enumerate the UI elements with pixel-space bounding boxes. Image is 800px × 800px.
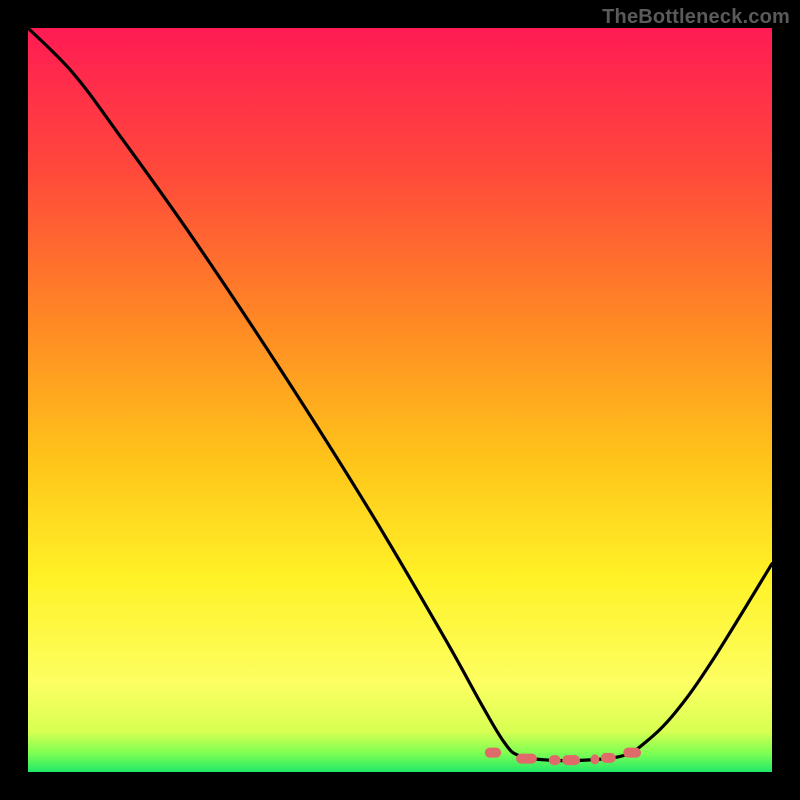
optimal-marker: [562, 755, 580, 765]
optimal-marker: [601, 753, 616, 763]
gradient-plot-area: [28, 28, 772, 772]
optimal-marker: [485, 748, 501, 758]
optimal-marker: [623, 748, 641, 758]
optimal-marker: [590, 754, 599, 764]
watermark-text: TheBottleneck.com: [602, 6, 790, 29]
optimal-marker: [549, 755, 561, 765]
optimal-marker: [516, 754, 537, 764]
chart-container: TheBottleneck.com: [0, 0, 800, 800]
bottleneck-curve-chart: [0, 0, 800, 800]
